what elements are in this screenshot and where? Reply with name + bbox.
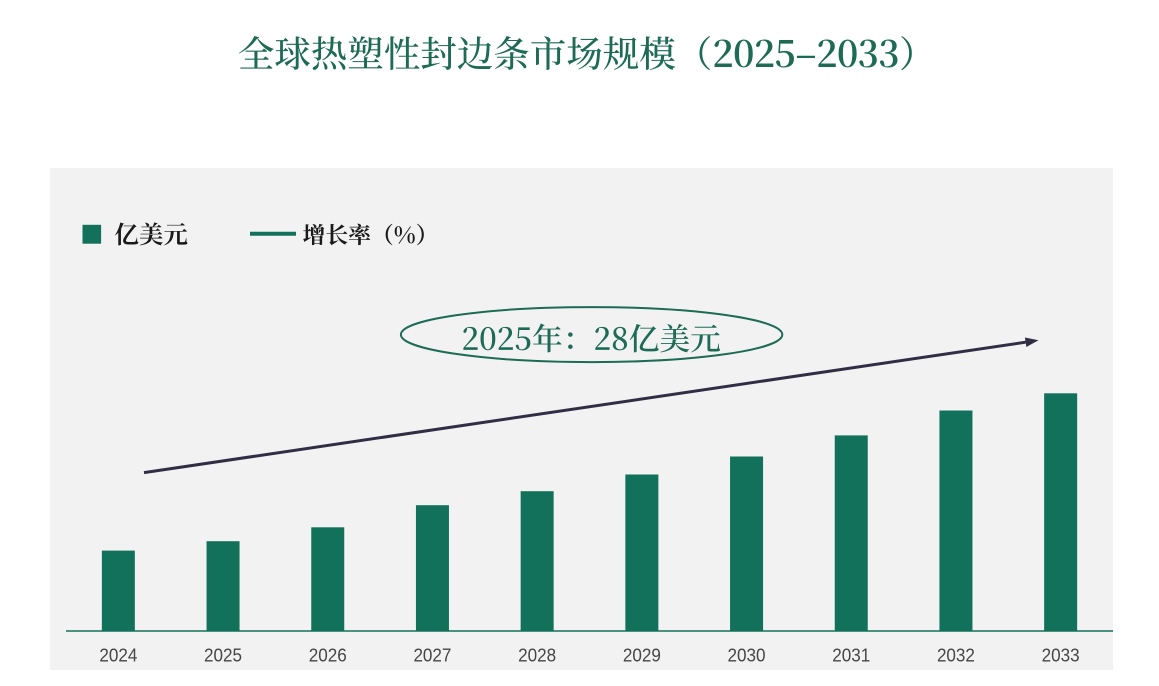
svg-text:2029: 2029	[623, 646, 661, 666]
svg-text:2030: 2030	[728, 646, 766, 666]
svg-text:2028: 2028	[518, 646, 556, 666]
svg-text:2031: 2031	[832, 646, 870, 666]
svg-text:2025: 2025	[204, 646, 242, 666]
svg-text:2024: 2024	[99, 646, 137, 666]
svg-text:2027: 2027	[413, 646, 451, 666]
svg-text:2033: 2033	[1042, 646, 1080, 666]
svg-text:2026: 2026	[309, 646, 347, 666]
svg-text:2032: 2032	[937, 646, 975, 666]
